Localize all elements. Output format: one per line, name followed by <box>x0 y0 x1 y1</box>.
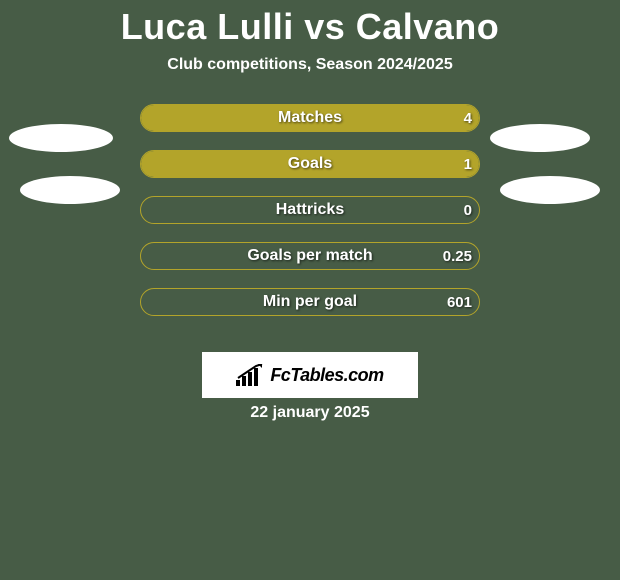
logo-box: FcTables.com <box>202 352 418 398</box>
bar-outer <box>140 242 480 270</box>
bar-outer <box>140 288 480 316</box>
stat-row: Hattricks0 <box>0 196 620 242</box>
fctables-logo-icon <box>236 364 264 386</box>
bar-outer <box>140 104 480 132</box>
bar-fill <box>141 105 479 131</box>
decorative-ellipse <box>20 176 120 204</box>
bar-outer <box>140 196 480 224</box>
stat-row: Min per goal601 <box>0 288 620 334</box>
subtitle: Club competitions, Season 2024/2025 <box>0 56 620 74</box>
decorative-ellipse <box>9 124 113 152</box>
bar-fill <box>141 151 479 177</box>
stat-row: Goals per match0.25 <box>0 242 620 288</box>
bar-outer <box>140 150 480 178</box>
decorative-ellipse <box>500 176 600 204</box>
logo-text: FcTables.com <box>270 365 383 386</box>
decorative-ellipse <box>490 124 590 152</box>
date-text: 22 january 2025 <box>0 404 620 422</box>
page-title: Luca Lulli vs Calvano <box>0 0 620 50</box>
